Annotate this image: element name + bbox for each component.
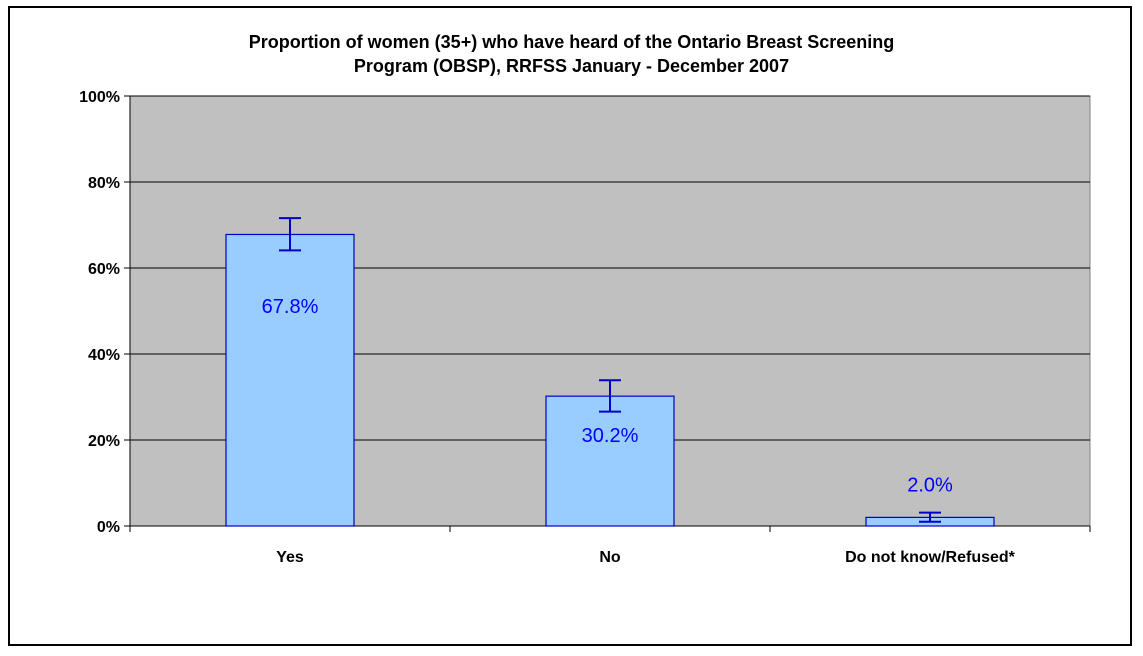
chart-title-line-1: Proportion of women (35+) who have heard… — [248, 32, 895, 52]
y-tick-label: 80% — [88, 175, 120, 192]
y-tick-label: 100% — [79, 89, 120, 106]
y-tick-label: 0% — [97, 519, 120, 536]
bar-0 — [225, 233, 355, 527]
y-tick-label: 40% — [88, 347, 120, 364]
y-tick-label: 20% — [88, 433, 120, 450]
bar-1 — [545, 395, 675, 527]
category-label-2: Do not know/Refused* — [845, 549, 1016, 566]
data-label-2: 2.0% — [907, 474, 953, 496]
data-label-0: 67.8% — [262, 296, 319, 318]
category-label-0: Yes — [276, 549, 304, 566]
data-label-1: 30.2% — [582, 425, 639, 447]
chart-title: Proportion of women (35+) who have heard… — [0, 30, 1143, 78]
chart-title-line-2: Program (OBSP), RRFSS January - December… — [353, 56, 790, 76]
y-tick-label: 60% — [88, 261, 120, 278]
category-label-1: No — [599, 549, 621, 566]
